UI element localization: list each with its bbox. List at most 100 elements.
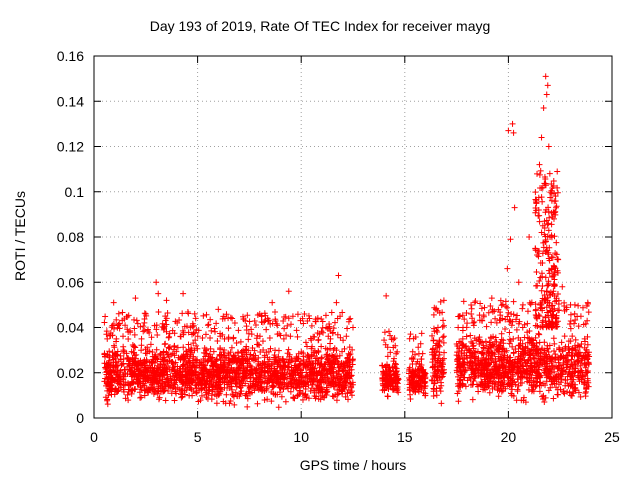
data-point: [585, 309, 592, 316]
data-point: [285, 288, 292, 295]
data-point: [330, 325, 337, 332]
data-point: [347, 389, 354, 396]
data-point: [544, 221, 551, 228]
data-point: [571, 358, 578, 365]
data-point: [528, 388, 535, 395]
data-point: [558, 371, 565, 378]
data-point: [535, 311, 542, 318]
data-point: [171, 397, 178, 404]
data-point: [141, 372, 148, 379]
data-point: [150, 370, 157, 377]
data-point: [545, 282, 552, 289]
data-point: [431, 363, 438, 370]
data-point: [536, 171, 543, 178]
data-point: [504, 354, 511, 361]
data-point: [514, 312, 521, 319]
data-point: [270, 373, 277, 380]
data-point: [551, 269, 558, 276]
data-point: [492, 315, 499, 322]
data-point: [243, 392, 250, 399]
data-point: [289, 313, 296, 320]
data-point: [536, 161, 543, 168]
data-point: [567, 376, 574, 383]
data-point: [379, 387, 386, 394]
data-point: [507, 375, 514, 382]
data-point: [159, 376, 166, 383]
data-point: [269, 299, 276, 306]
data-point: [299, 390, 306, 397]
data-point: [240, 373, 247, 380]
data-point: [330, 379, 337, 386]
data-point: [136, 389, 143, 396]
data-point: [474, 348, 481, 355]
data-point: [299, 396, 306, 403]
data-point: [121, 348, 128, 355]
data-point: [271, 366, 278, 373]
data-point: [539, 393, 546, 400]
data-point: [541, 398, 548, 405]
data-point: [440, 339, 447, 346]
data-point: [225, 351, 232, 358]
data-point: [440, 322, 447, 329]
data-point: [243, 323, 250, 330]
data-point: [162, 357, 169, 364]
data-point: [246, 318, 253, 325]
data-point: [567, 338, 574, 345]
data-point: [247, 378, 254, 385]
data-point: [300, 360, 307, 367]
data-point: [561, 390, 568, 397]
data-point: [275, 353, 282, 360]
data-point: [393, 365, 400, 372]
data-point: [532, 189, 539, 196]
data-point: [547, 233, 554, 240]
data-point: [407, 331, 414, 338]
data-point: [555, 256, 562, 263]
data-point: [146, 359, 153, 366]
data-point: [252, 322, 259, 329]
data-point: [323, 324, 330, 331]
data-point: [577, 313, 584, 320]
data-point: [189, 320, 196, 327]
data-point: [317, 389, 324, 396]
data-point: [532, 245, 539, 252]
data-point: [567, 311, 574, 318]
data-point: [510, 350, 517, 357]
data-point: [504, 370, 511, 377]
data-point: [117, 367, 124, 374]
data-point: [544, 294, 551, 301]
data-point: [537, 356, 544, 363]
data-point: [111, 391, 118, 398]
data-point: [566, 320, 573, 327]
data-point: [455, 324, 462, 331]
data-point: [519, 305, 526, 312]
data-point: [411, 374, 418, 381]
data-point: [122, 370, 129, 377]
data-point: [515, 279, 522, 286]
data-point: [104, 397, 111, 404]
y-tick-label: 0.04: [57, 320, 84, 336]
data-point: [144, 326, 151, 333]
data-point: [547, 189, 554, 196]
data-point: [470, 319, 477, 326]
data-point: [332, 392, 339, 399]
data-point: [164, 381, 171, 388]
y-tick-label: 0.08: [57, 229, 84, 245]
data-point: [519, 301, 526, 308]
data-point: [144, 388, 151, 395]
data-point: [173, 374, 180, 381]
data-point: [157, 361, 164, 368]
data-point: [392, 383, 399, 390]
data-point: [435, 364, 442, 371]
data-point: [256, 333, 263, 340]
data-point: [485, 382, 492, 389]
data-point: [188, 345, 195, 352]
data-point: [394, 387, 401, 394]
data-point: [384, 353, 391, 360]
data-point: [155, 308, 162, 315]
data-point: [259, 338, 266, 345]
data-point: [562, 343, 569, 350]
data-point: [243, 343, 250, 350]
data-point: [109, 367, 116, 374]
data-point: [335, 359, 342, 366]
data-point: [109, 352, 116, 359]
